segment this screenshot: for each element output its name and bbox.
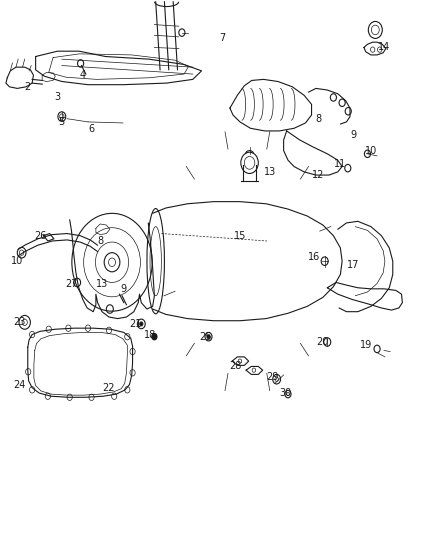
Text: 15: 15 [234,231,246,241]
Text: 10: 10 [11,256,23,266]
Text: 14: 14 [378,43,390,52]
Text: 7: 7 [219,33,226,43]
Text: 2: 2 [24,82,30,92]
Text: 23: 23 [13,317,25,327]
Text: 8: 8 [97,236,103,246]
Text: 20: 20 [317,337,329,347]
Text: 5: 5 [58,117,64,127]
Text: 24: 24 [13,379,25,390]
Text: 4: 4 [80,70,86,80]
Circle shape [207,335,210,339]
Text: 8: 8 [315,114,321,124]
Text: 25: 25 [199,332,211,342]
Text: 21: 21 [129,319,141,329]
Circle shape [140,322,143,326]
Text: 12: 12 [312,170,325,180]
Text: 18: 18 [144,329,156,340]
Text: 11: 11 [334,159,346,169]
Text: 29: 29 [266,372,279,382]
Text: 17: 17 [347,261,360,270]
Text: 28: 28 [230,361,242,372]
Text: 26: 26 [35,231,47,241]
Text: 13: 13 [96,279,108,288]
Text: 9: 9 [350,130,357,140]
Text: 30: 30 [279,388,292,398]
Text: 27: 27 [65,279,78,288]
Text: 22: 22 [103,383,115,393]
Text: 9: 9 [121,284,127,294]
Text: 6: 6 [88,124,95,134]
Text: 13: 13 [265,167,277,177]
Circle shape [152,334,157,340]
Text: 19: 19 [360,340,373,350]
Text: 16: 16 [308,252,320,262]
Text: 3: 3 [54,92,60,102]
Text: 10: 10 [365,146,377,156]
